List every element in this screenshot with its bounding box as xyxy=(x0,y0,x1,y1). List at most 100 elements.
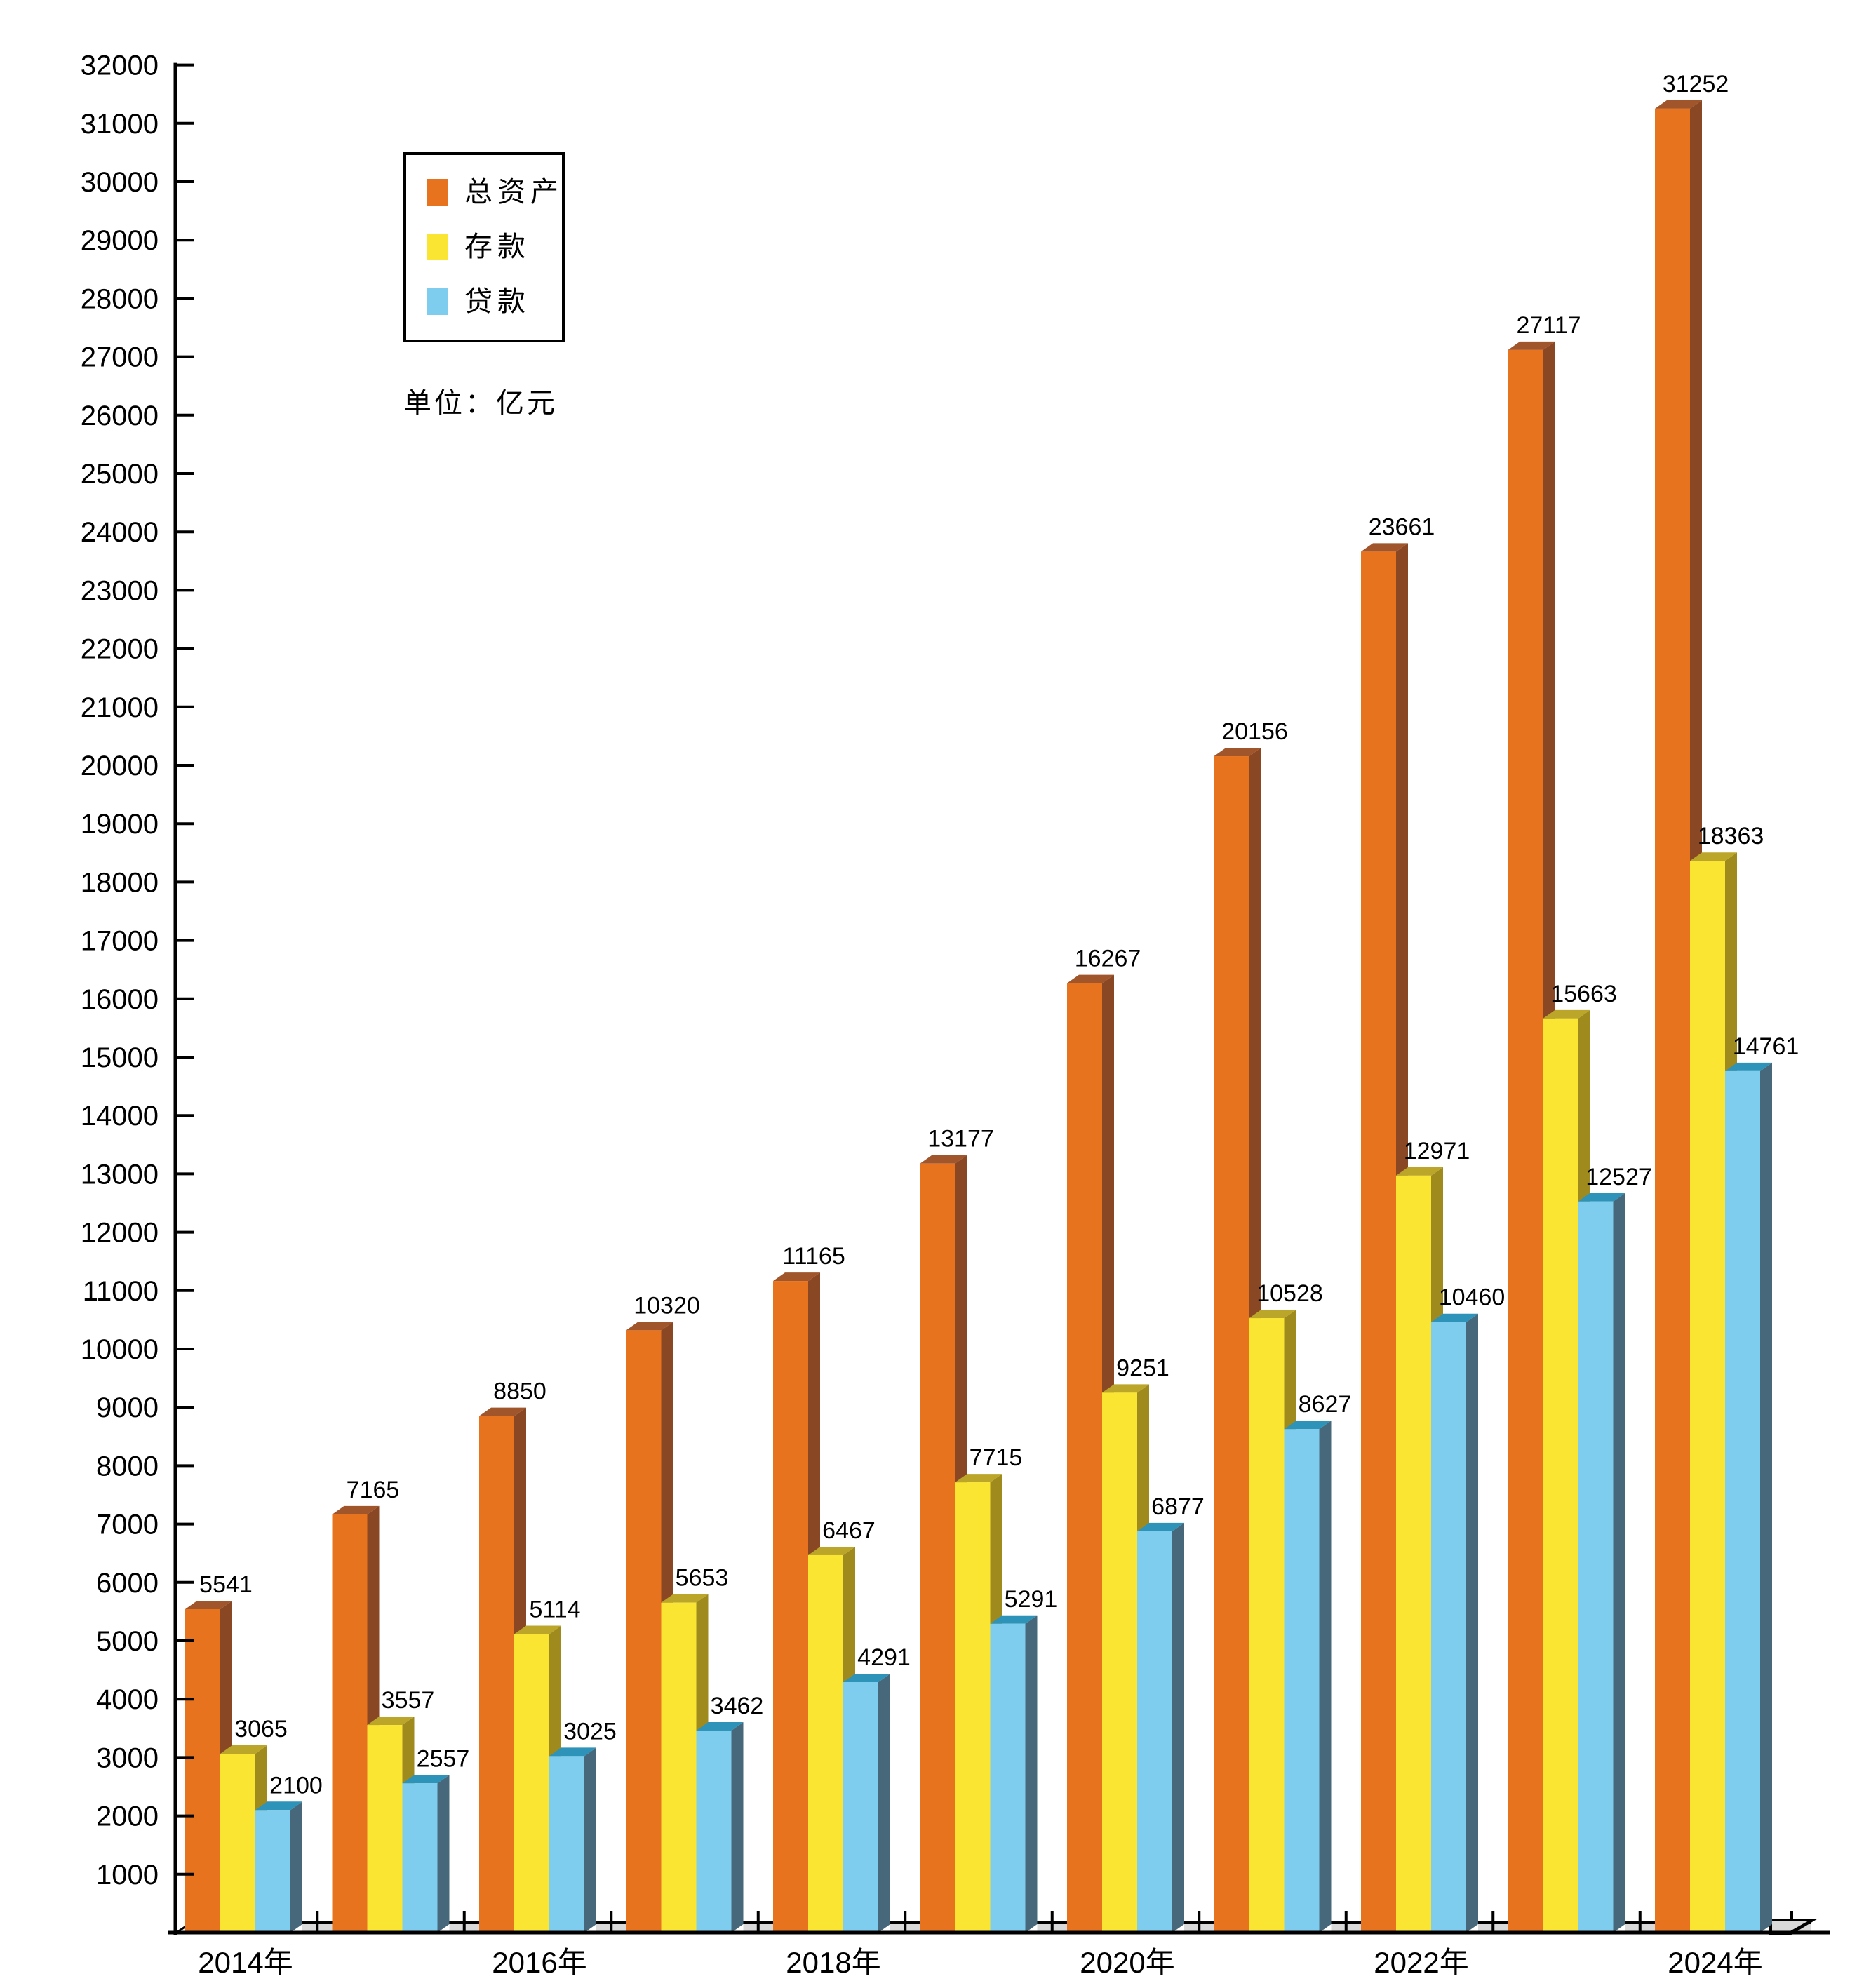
bar-top-face xyxy=(220,1745,267,1754)
y-tick-label: 10000 xyxy=(81,1334,159,1365)
bar-top-face xyxy=(402,1775,450,1784)
value-label: 27117 xyxy=(1516,312,1581,339)
bar-front xyxy=(402,1783,438,1933)
value-label: 11165 xyxy=(782,1243,845,1270)
bar-top-face xyxy=(843,1673,890,1682)
bar-top-face xyxy=(479,1407,526,1416)
bar-front xyxy=(843,1681,878,1933)
legend-item-deposits: 存款 xyxy=(427,233,530,261)
y-tick-label: 12000 xyxy=(81,1218,159,1249)
bar-top-face xyxy=(1431,1313,1478,1322)
value-label: 8850 xyxy=(493,1378,546,1405)
value-label: 4291 xyxy=(857,1644,911,1671)
bar-front xyxy=(1578,1201,1614,1933)
bar-front xyxy=(514,1634,549,1933)
legend-item-loans: 贷款 xyxy=(427,286,530,317)
value-label: 5114 xyxy=(529,1597,580,1623)
bar-front xyxy=(661,1602,697,1933)
legend: 总资产 存款 贷款 xyxy=(403,152,565,342)
y-tick-label: 6000 xyxy=(96,1568,159,1599)
bar-front xyxy=(185,1608,220,1933)
bar-top-face xyxy=(1214,748,1261,757)
y-tick-label: 24000 xyxy=(81,517,159,548)
bar-front xyxy=(1067,983,1102,1933)
bar-top-face xyxy=(1655,100,1702,109)
bars-layer xyxy=(185,100,1772,1933)
y-tick-label: 5000 xyxy=(96,1626,159,1657)
value-label: 20156 xyxy=(1221,718,1288,745)
value-label: 10528 xyxy=(1256,1280,1323,1307)
bar-front xyxy=(220,1753,255,1933)
y-tick-label: 27000 xyxy=(81,342,159,373)
value-label: 14761 xyxy=(1733,1033,1799,1060)
bar-front xyxy=(1284,1429,1320,1933)
bar-side-face xyxy=(1025,1615,1038,1933)
bar-top-face xyxy=(514,1625,561,1634)
value-label: 9251 xyxy=(1116,1355,1169,1381)
value-label: 3557 xyxy=(382,1687,435,1714)
value-label: 16267 xyxy=(1075,946,1141,972)
bar-front xyxy=(1137,1531,1172,1933)
value-label: 5291 xyxy=(1005,1586,1058,1613)
bar-side-face xyxy=(290,1801,302,1933)
value-label: 7715 xyxy=(970,1444,1023,1471)
y-tick-label: 14000 xyxy=(81,1101,159,1131)
bar-top-face xyxy=(1543,1009,1590,1019)
y-tick-label: 19000 xyxy=(81,809,159,840)
bar-front xyxy=(696,1730,732,1933)
bar-top-face xyxy=(1690,852,1737,861)
y-tick-label: 20000 xyxy=(81,751,159,781)
bar-front xyxy=(1361,551,1396,1933)
bar-front xyxy=(1431,1322,1466,1933)
bar-top-face xyxy=(1361,543,1408,552)
bar-front xyxy=(1396,1175,1431,1933)
bar-top-face xyxy=(1578,1193,1625,1202)
bar-side-face xyxy=(731,1721,744,1933)
bar-top-face xyxy=(1249,1310,1296,1319)
bar-top-face xyxy=(549,1747,596,1757)
legend-swatch-deposits xyxy=(427,234,448,260)
y-tick-label: 2000 xyxy=(96,1801,159,1832)
bar-side-face xyxy=(878,1673,890,1933)
bar-top-face xyxy=(1396,1167,1443,1176)
bar-top-face xyxy=(185,1600,232,1609)
bar-front xyxy=(808,1554,843,1933)
value-label: 31252 xyxy=(1663,71,1729,98)
bar-side-face xyxy=(1172,1522,1184,1933)
bar-front xyxy=(1543,1018,1578,1933)
value-label: 6467 xyxy=(822,1517,876,1544)
y-tick-label: 31000 xyxy=(81,109,159,140)
x-axis-label: 2018年 xyxy=(786,1946,880,1979)
bar-side-face xyxy=(584,1747,596,1933)
value-label: 12527 xyxy=(1585,1164,1652,1190)
bar-front xyxy=(549,1756,584,1933)
value-label: 10460 xyxy=(1439,1284,1505,1311)
bar-top-face xyxy=(808,1546,855,1555)
y-tick-label: 30000 xyxy=(81,167,159,198)
y-tick-label: 11000 xyxy=(83,1276,159,1307)
bar-front xyxy=(255,1810,290,1933)
x-axis-label: 2020年 xyxy=(1080,1946,1174,1979)
bar-top-face xyxy=(1067,974,1114,983)
bar-top-face xyxy=(255,1801,302,1811)
value-label: 3065 xyxy=(234,1716,288,1742)
bar-top-face xyxy=(955,1474,1002,1483)
bar-front xyxy=(1508,349,1543,1933)
bar-front xyxy=(626,1330,662,1933)
unit-label: 单位：亿元 xyxy=(403,388,558,419)
value-label: 23661 xyxy=(1369,513,1435,540)
y-tick-label: 18000 xyxy=(81,867,159,898)
bar-top-face xyxy=(773,1272,820,1282)
bar-top-face xyxy=(332,1505,380,1514)
bar-side-face xyxy=(1760,1062,1772,1933)
bar-front xyxy=(1214,756,1249,1933)
legend-label-loans: 贷款 xyxy=(464,286,530,317)
y-tick-label: 32000 xyxy=(81,51,159,81)
value-label: 13177 xyxy=(927,1126,994,1153)
bar-top-face xyxy=(1102,1384,1149,1393)
y-tick-label: 23000 xyxy=(81,575,159,606)
legend-item-total-assets: 总资产 xyxy=(427,178,563,206)
bar-side-face xyxy=(437,1775,450,1933)
bar-top-face xyxy=(1725,1062,1772,1071)
